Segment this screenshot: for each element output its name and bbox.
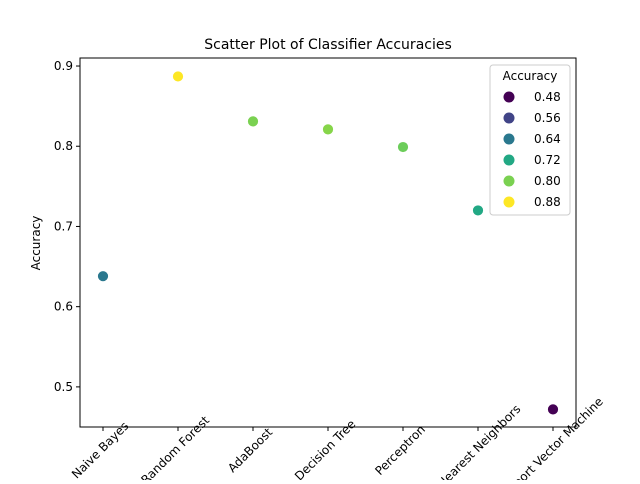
legend-label: 0.64	[534, 132, 561, 146]
legend-label: 0.80	[534, 174, 561, 188]
legend-marker	[503, 154, 515, 166]
data-point	[397, 141, 409, 153]
x-tick-label: K-Nearest Neighbors	[427, 402, 524, 480]
data-point	[97, 270, 109, 283]
legend-marker	[503, 175, 515, 187]
data-point	[247, 115, 259, 128]
legend-marker	[503, 112, 515, 124]
y-axis-ticks: 0.5 0.6 0.7 0.8 0.9	[54, 59, 80, 394]
data-point	[322, 123, 334, 136]
data-point	[472, 204, 484, 217]
y-tick-label: 0.6	[54, 300, 73, 314]
x-tick-label: AdaBoost	[225, 425, 275, 475]
data-point	[172, 70, 184, 83]
legend-title: Accuracy	[503, 69, 558, 83]
x-tick-label: Random Forest	[138, 413, 212, 480]
legend-label: 0.56	[534, 111, 561, 125]
legend-marker	[503, 133, 515, 145]
legend-label: 0.48	[534, 90, 561, 104]
y-tick-label: 0.8	[54, 139, 73, 153]
y-tick-label: 0.7	[54, 219, 73, 233]
x-tick-label: Perceptron	[372, 422, 428, 478]
legend-marker	[503, 196, 515, 208]
chart-title: Scatter Plot of Classifier Accuracies	[204, 37, 452, 53]
y-tick-label: 0.9	[54, 59, 73, 73]
legend-label: 0.88	[534, 195, 561, 209]
x-tick-label: Decision Tree	[292, 417, 358, 480]
data-points	[97, 70, 559, 416]
legend: Accuracy 0.48 0.56 0.64 0.72 0.80 0.88	[489, 64, 571, 216]
y-tick-label: 0.5	[54, 380, 73, 394]
x-tick-label: Naive Bayes	[69, 419, 131, 480]
legend-label: 0.72	[534, 153, 561, 167]
y-axis-label: Accuracy	[29, 216, 43, 271]
x-axis-ticks: Naive Bayes Random Forest AdaBoost Decision…	[69, 394, 606, 484]
legend-marker	[503, 91, 515, 103]
data-point	[547, 403, 559, 416]
